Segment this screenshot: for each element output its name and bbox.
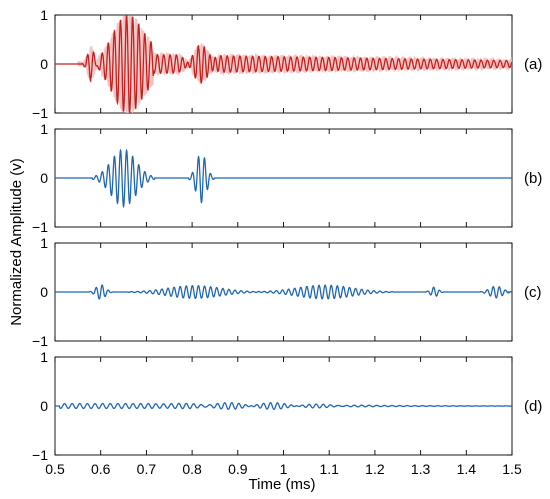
- x-axis-title: Time (ms): [249, 476, 316, 493]
- panel-a: −1 0 1 (a): [32, 7, 542, 121]
- y-tick-label: 0: [40, 56, 48, 72]
- x-tick-label: 1.3: [411, 461, 431, 477]
- x-tick-label: 0.5: [45, 461, 65, 477]
- y-tick-label: 1: [40, 121, 48, 137]
- x-tick-label: 1.1: [319, 461, 339, 477]
- y-tick-label: 1: [40, 235, 48, 251]
- y-tick-label: 0: [40, 398, 48, 414]
- y-tick-label: 1: [40, 349, 48, 365]
- panel-c: −1 0 1 (c): [32, 235, 541, 349]
- y-tick-label: 1: [40, 7, 48, 23]
- y-tick-label: −1: [32, 333, 48, 349]
- x-tick-label: 1.4: [457, 461, 477, 477]
- signal-line: [55, 284, 512, 300]
- y-tick-label: −1: [32, 447, 48, 463]
- x-tick-label: 0.6: [91, 461, 111, 477]
- y-tick-label: 0: [40, 170, 48, 186]
- x-tick-label: 0.7: [137, 461, 157, 477]
- panel-label: (a): [524, 56, 542, 73]
- x-tick-label: 1.2: [365, 461, 385, 477]
- signal-line: [55, 148, 512, 209]
- panel-label: (c): [524, 284, 542, 301]
- panel-label: (d): [524, 398, 542, 415]
- x-tick-label: 1.5: [502, 461, 522, 477]
- panel-b: −1 0 1 (b): [32, 121, 542, 235]
- signal-line: [55, 402, 512, 411]
- signal-line: [55, 15, 512, 113]
- y-tick-label: −1: [32, 105, 48, 121]
- x-tick-label: 0.9: [228, 461, 248, 477]
- panels: −1 0 1 (a) −1 0 1 (b) −1 0 1 (c) −1 0 1 0.5 0.6 0.7 0.8 0.9…: [32, 7, 542, 477]
- y-tick-label: −1: [32, 219, 48, 235]
- x-tick-label: 0.8: [182, 461, 202, 477]
- y-tick-label: 0: [40, 284, 48, 300]
- x-tick-label: 1: [280, 461, 288, 477]
- panel-label: (b): [524, 170, 542, 187]
- y-axis-title: Normalized Amplitude (v): [8, 158, 25, 326]
- panel-d: −1 0 1 0.5 0.6 0.7 0.8 0.9 1 1.1 1.2 1.3 1.4 1.5 (d): [32, 349, 542, 477]
